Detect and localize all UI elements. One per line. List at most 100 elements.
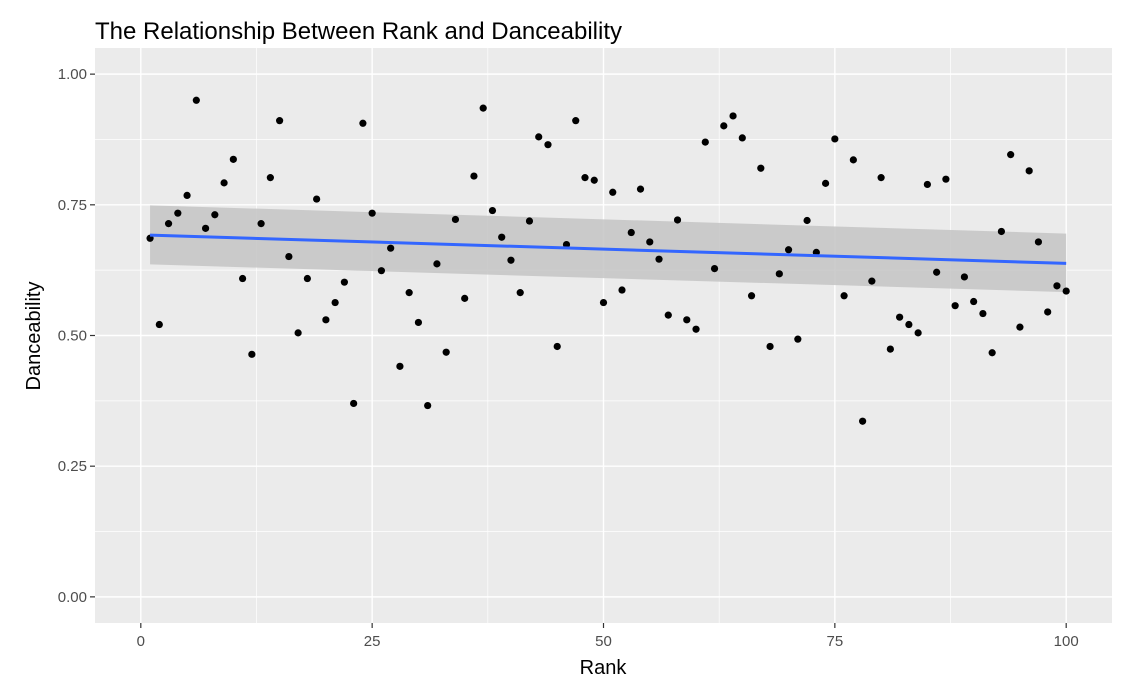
data-point bbox=[655, 255, 663, 263]
data-point bbox=[979, 309, 987, 318]
data-point bbox=[183, 191, 191, 200]
data-point bbox=[1053, 282, 1061, 290]
data-point bbox=[192, 96, 200, 104]
data-point bbox=[368, 209, 376, 217]
data-point bbox=[664, 311, 672, 319]
data-point bbox=[424, 401, 432, 410]
data-point bbox=[877, 174, 885, 182]
data-point bbox=[720, 122, 728, 130]
data-points bbox=[146, 96, 1070, 425]
data-point bbox=[350, 399, 358, 408]
data-point bbox=[784, 246, 793, 254]
data-point bbox=[673, 216, 682, 224]
data-point bbox=[211, 211, 219, 219]
data-point bbox=[1062, 287, 1070, 295]
x-tick-label: 50 bbox=[595, 633, 612, 650]
data-point bbox=[396, 362, 404, 370]
data-point bbox=[461, 294, 469, 302]
data-point bbox=[507, 256, 515, 264]
y-tick-label: 1.00 bbox=[58, 66, 87, 83]
data-point bbox=[377, 267, 386, 275]
trend-line bbox=[150, 233, 1067, 265]
data-point bbox=[442, 348, 450, 356]
data-point bbox=[294, 329, 302, 337]
x-tick-label: 75 bbox=[827, 633, 844, 650]
data-point bbox=[405, 289, 413, 297]
data-point bbox=[1007, 151, 1015, 159]
data-point bbox=[479, 104, 487, 112]
data-point bbox=[433, 260, 441, 268]
data-point bbox=[960, 273, 969, 281]
data-point bbox=[470, 172, 478, 180]
x-tick-label: 100 bbox=[1054, 633, 1079, 650]
data-point bbox=[803, 216, 811, 225]
data-point bbox=[414, 318, 423, 327]
data-point bbox=[1016, 323, 1024, 331]
data-point bbox=[266, 174, 274, 182]
data-point bbox=[562, 240, 571, 249]
data-point bbox=[359, 119, 367, 127]
data-point bbox=[544, 141, 552, 149]
y-axis-title: Danceability bbox=[23, 282, 45, 391]
data-point bbox=[859, 417, 867, 425]
data-point bbox=[896, 313, 904, 321]
data-point bbox=[710, 264, 719, 273]
data-point bbox=[322, 316, 330, 324]
data-point bbox=[572, 117, 580, 125]
data-point bbox=[997, 227, 1006, 236]
data-point bbox=[387, 244, 395, 252]
data-point bbox=[331, 298, 339, 307]
y-tick-label: 0.50 bbox=[58, 328, 87, 345]
data-point bbox=[831, 135, 839, 143]
y-tick-label: 0.00 bbox=[58, 589, 87, 606]
x-tick-label: 25 bbox=[364, 633, 381, 650]
data-point bbox=[201, 224, 210, 232]
data-point bbox=[155, 320, 163, 329]
data-point bbox=[692, 325, 700, 333]
data-point bbox=[609, 188, 617, 196]
data-point bbox=[701, 138, 709, 146]
data-point bbox=[794, 335, 802, 343]
chart-title: The Relationship Between Rank and Dancea… bbox=[95, 18, 622, 45]
data-point bbox=[988, 349, 996, 357]
data-point bbox=[535, 133, 543, 141]
data-point bbox=[627, 228, 635, 237]
data-point bbox=[886, 345, 894, 353]
data-point bbox=[1025, 167, 1033, 175]
data-point bbox=[766, 342, 774, 351]
data-point bbox=[285, 252, 293, 261]
data-point bbox=[599, 298, 608, 307]
data-point bbox=[553, 342, 561, 351]
data-point bbox=[525, 217, 534, 225]
data-point bbox=[590, 176, 598, 184]
data-point bbox=[340, 278, 348, 286]
data-point bbox=[923, 180, 931, 189]
data-point bbox=[451, 215, 460, 224]
x-axis-tick-labels: 0 25 50 75 100 bbox=[137, 633, 1079, 650]
data-point bbox=[618, 286, 626, 294]
data-point bbox=[488, 206, 497, 215]
data-point bbox=[303, 274, 311, 283]
data-point bbox=[683, 316, 691, 324]
data-point bbox=[905, 320, 913, 329]
data-point bbox=[229, 155, 237, 163]
data-point bbox=[276, 117, 284, 125]
data-point bbox=[174, 209, 182, 217]
data-point bbox=[729, 112, 737, 120]
data-point bbox=[914, 329, 922, 337]
data-point bbox=[646, 238, 654, 246]
data-point bbox=[970, 297, 978, 306]
x-axis-ticks bbox=[140, 623, 1067, 628]
data-point bbox=[1044, 308, 1052, 316]
data-point bbox=[747, 292, 756, 300]
data-point bbox=[581, 174, 589, 182]
data-point bbox=[313, 195, 321, 203]
x-axis-title: Rank bbox=[580, 657, 628, 679]
major-gridlines bbox=[95, 48, 1112, 623]
data-point bbox=[840, 292, 848, 300]
data-point bbox=[849, 156, 857, 164]
data-point bbox=[951, 302, 959, 310]
data-point bbox=[757, 164, 765, 172]
data-point bbox=[248, 350, 256, 358]
